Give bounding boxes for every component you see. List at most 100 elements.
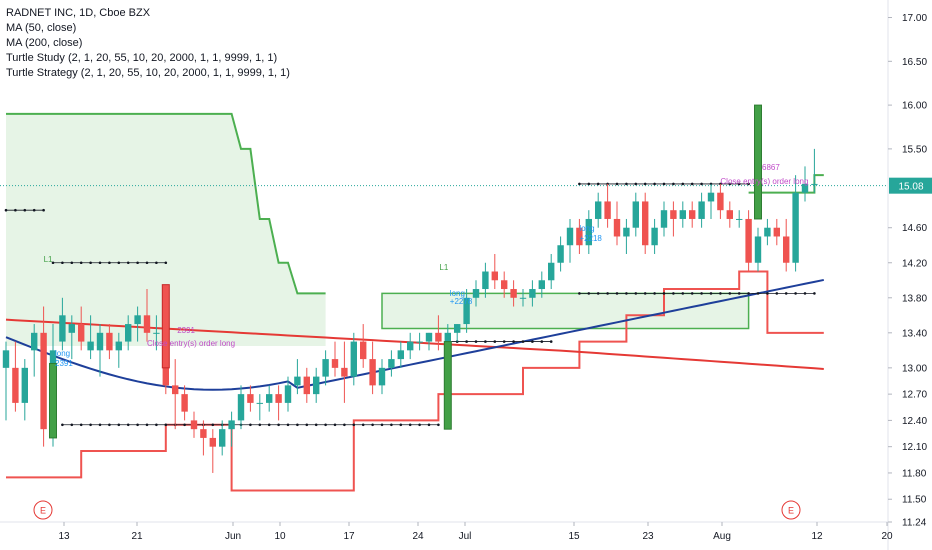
candle (294, 359, 301, 395)
candle (68, 315, 75, 360)
candle (78, 306, 85, 351)
close-label-2: Close entry(s) order long (720, 177, 808, 186)
candle-body (59, 315, 66, 342)
candle (745, 210, 752, 272)
candle-body (125, 324, 132, 342)
candle-body (31, 332, 38, 351)
candle-body (773, 227, 780, 237)
candle-body (726, 210, 733, 219)
earnings-marker-label-2: E (788, 506, 794, 516)
stop-line-6 (578, 292, 816, 295)
candle-body (501, 280, 508, 290)
candle (736, 210, 743, 228)
x-tick-label: Jun (225, 531, 241, 542)
candle (350, 332, 357, 386)
candle-body (632, 201, 639, 228)
candle (237, 385, 245, 430)
y-tick-label: 17.00 (902, 13, 927, 24)
last-price-label: 15.08 (898, 182, 923, 193)
y-tick-label: 16.00 (902, 101, 927, 112)
candle (463, 289, 470, 333)
y-tick-label: 12.70 (902, 390, 927, 401)
candle-body (134, 315, 141, 325)
l1-label-1: L1 (44, 255, 53, 264)
candle (576, 218, 583, 254)
candle-body (388, 359, 395, 368)
candle-body (209, 437, 216, 447)
candle (773, 218, 780, 246)
candle-body (538, 280, 545, 290)
candle-body (228, 420, 235, 430)
candle-body (425, 332, 433, 342)
candle-body (707, 192, 715, 202)
candle (228, 411, 235, 447)
candle-body (557, 245, 564, 263)
y-tick-label: 15.50 (902, 144, 927, 155)
candle-body (360, 341, 367, 360)
candle-body (792, 192, 799, 263)
last-price-badge (889, 177, 932, 194)
legend-turtle-study: Turtle Study (2, 1, 20, 55, 10, 20, 2000… (6, 52, 278, 64)
candle-body (679, 210, 686, 219)
y-tick-label: 12.40 (902, 416, 927, 427)
candle (21, 359, 28, 421)
candle (585, 210, 592, 254)
candle-body (219, 429, 226, 447)
candle-body (801, 183, 809, 193)
candle-body (660, 210, 668, 228)
candle-body (529, 289, 536, 298)
candle (59, 297, 66, 351)
candle (134, 306, 141, 342)
candle (190, 411, 198, 438)
candle-body (698, 201, 705, 219)
l1-label-2: L1 (439, 263, 448, 272)
candle-body (190, 420, 198, 430)
candle (331, 341, 339, 377)
candle-body (548, 262, 555, 281)
candle-body (303, 376, 310, 395)
candle-body (416, 341, 423, 343)
candle-body (623, 227, 630, 237)
candle (595, 192, 602, 228)
y-tick-label: 13.40 (902, 328, 927, 339)
candle (642, 192, 649, 254)
y-tick-label: 12.10 (902, 442, 927, 453)
long-label-3: long (579, 224, 594, 233)
candle (416, 332, 423, 351)
x-tick-label: 13 (58, 531, 70, 542)
candle-body (566, 227, 574, 246)
long-label-2: long (450, 289, 465, 298)
candle (360, 324, 367, 368)
exit-signal-bar (161, 284, 170, 369)
candle (181, 385, 188, 421)
candle (783, 218, 790, 272)
y-tick-label: 11.50 (902, 495, 927, 506)
candle (754, 227, 762, 272)
candle-body (463, 297, 470, 325)
candle (811, 148, 818, 193)
candle (651, 218, 658, 254)
candle-body (369, 359, 376, 386)
candle-body (454, 324, 461, 333)
candle-body (256, 402, 263, 404)
entry-signal-bar-1 (49, 362, 57, 439)
candle (707, 183, 715, 219)
candle (566, 218, 574, 263)
candle-body (96, 332, 104, 351)
candle-body (576, 227, 583, 246)
long-value-3: +2218 (579, 234, 602, 243)
candle-body (313, 376, 320, 395)
candle (209, 429, 216, 473)
candle (472, 280, 480, 307)
x-tick-label: 15 (568, 531, 580, 542)
legend-symbol-title: RADNET INC, 1D, Cboe BZX (6, 7, 151, 19)
candle-body (397, 350, 404, 360)
candle-body (87, 341, 94, 351)
candle (454, 324, 461, 342)
x-tick-label: Jul (459, 531, 472, 542)
candle-body (585, 218, 592, 246)
candle (284, 376, 292, 412)
candle (303, 367, 310, 403)
candle (388, 350, 395, 377)
